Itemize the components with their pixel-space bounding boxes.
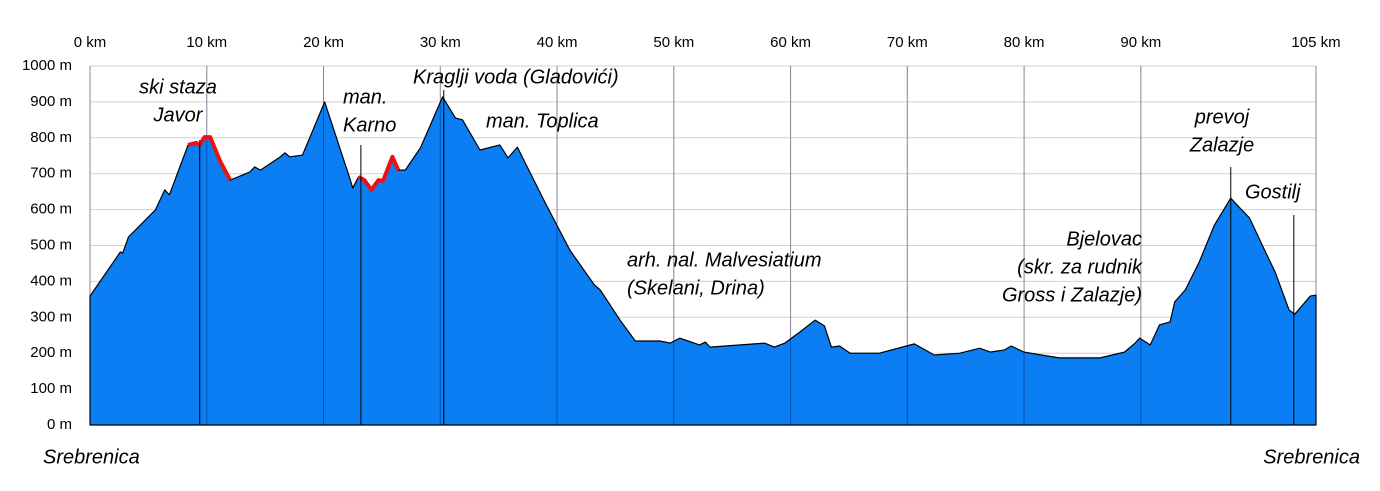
y-tick-label: 600 m <box>30 201 72 218</box>
annotation-label: prevoj <box>1194 106 1250 128</box>
x-tick-label: 70 km <box>887 34 928 51</box>
y-tick-label: 700 m <box>30 165 72 182</box>
highlight-line <box>187 135 232 182</box>
annotation-label: man. <box>343 86 387 108</box>
annotation-label: ski staza <box>139 76 217 98</box>
annotation-label: Bjelovac <box>1066 228 1142 250</box>
y-tick-label: 0 m <box>47 416 72 433</box>
annotation-label: man. Toplica <box>486 110 599 132</box>
y-tick-label: 400 m <box>30 272 72 289</box>
y-tick-label: 900 m <box>30 93 72 110</box>
annotation-label: Javor <box>153 104 204 126</box>
y-tick-label: 200 m <box>30 344 72 361</box>
x-tick-label: 50 km <box>653 34 694 51</box>
annotation-label: Kraglji voda (Gladovići) <box>413 66 619 88</box>
end-label: Srebrenica <box>1263 446 1360 468</box>
y-tick-label: 1000 m <box>22 57 72 74</box>
x-tick-label: 105 km <box>1291 34 1340 51</box>
start-label: Srebrenica <box>43 446 140 468</box>
annotation-label: Gostilj <box>1245 181 1301 203</box>
annotation-label: Zalazje <box>1189 134 1254 156</box>
annotation-label: Gross i Zalazje) <box>1002 284 1142 306</box>
annotation-label: arh. nal. Malvesiatium <box>627 249 822 271</box>
y-tick-label: 100 m <box>30 380 72 397</box>
x-tick-label: 20 km <box>303 34 344 51</box>
y-tick-label: 800 m <box>30 129 72 146</box>
x-tick-label: 90 km <box>1120 34 1161 51</box>
y-tick-label: 500 m <box>30 236 72 253</box>
x-tick-label: 60 km <box>770 34 811 51</box>
y-tick-label: 300 m <box>30 308 72 325</box>
x-tick-label: 30 km <box>420 34 461 51</box>
annotation-label: (Skelani, Drina) <box>627 277 765 299</box>
annotation-label: (skr. za rudnik <box>1017 256 1143 278</box>
x-tick-label: 40 km <box>537 34 578 51</box>
x-tick-label: 0 km <box>74 34 107 51</box>
x-tick-label: 10 km <box>186 34 227 51</box>
x-tick-label: 80 km <box>1004 34 1045 51</box>
elevation-area <box>89 96 1317 426</box>
highlight-line <box>357 154 401 192</box>
annotation-label: Karno <box>343 114 396 136</box>
